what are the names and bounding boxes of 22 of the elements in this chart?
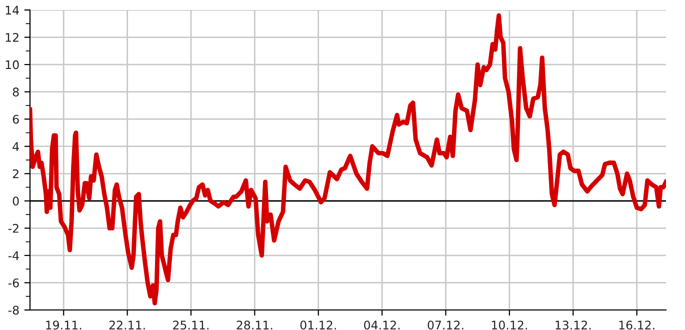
x-tick-label: 01.12. bbox=[300, 320, 336, 330]
x-tick-label: 16.12. bbox=[619, 320, 654, 330]
y-tick-label: 14 bbox=[6, 6, 19, 14]
y-tick-label: -6 bbox=[8, 278, 19, 288]
x-tick-label: 19.11. bbox=[46, 320, 82, 330]
x-tick-label: 22.11. bbox=[109, 320, 145, 330]
x-tick-label: 04.12. bbox=[364, 320, 400, 330]
y-tick-label: -8 bbox=[8, 306, 19, 315]
y-tick-label: 6 bbox=[12, 114, 19, 124]
y-tick-label: 8 bbox=[12, 88, 19, 96]
y-tick-label: 12 bbox=[6, 32, 18, 42]
y-tick-label: 10 bbox=[6, 60, 19, 70]
x-tick-label: 28.11. bbox=[236, 320, 272, 330]
y-tick-label: 4 bbox=[12, 142, 19, 151]
y-tick-label: 0 bbox=[12, 196, 19, 206]
x-tick-label: 13.12. bbox=[556, 320, 591, 330]
y-tick-label: 2 bbox=[12, 169, 18, 178]
y-tick-label: -2 bbox=[8, 224, 18, 233]
y-tick-label: -4 bbox=[8, 251, 19, 260]
x-tick-label: 07.12. bbox=[428, 320, 464, 330]
x-tick-label: 25.11. bbox=[173, 320, 208, 330]
x-tick-label: 10.12. bbox=[492, 320, 527, 330]
